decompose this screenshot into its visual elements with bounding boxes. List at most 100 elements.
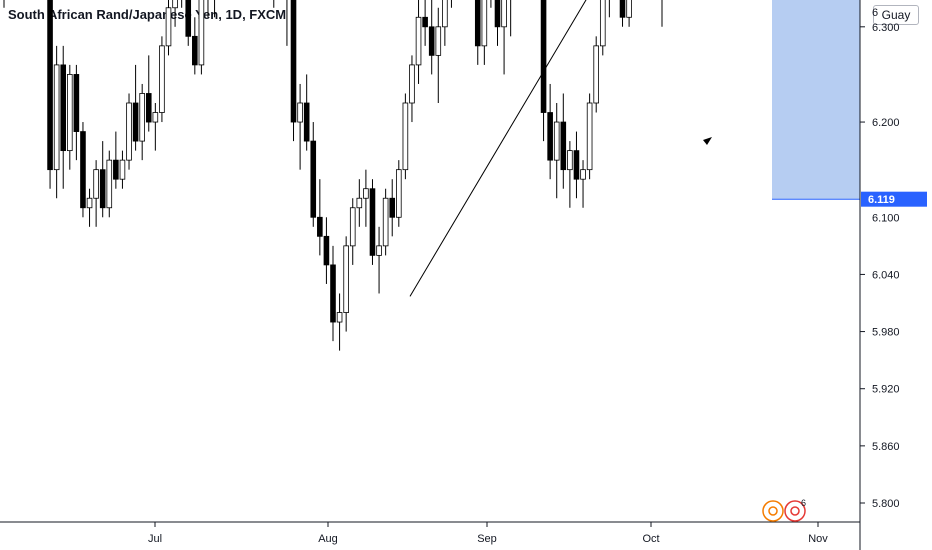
candle-body: [494, 0, 501, 28]
candle-body: [113, 159, 119, 180]
candle: [356, 179, 363, 227]
candle-body: [369, 188, 376, 256]
candle-body: [192, 35, 198, 66]
candle-body: [422, 16, 428, 28]
candle: [586, 93, 593, 180]
candle: [395, 160, 402, 227]
candle: [619, 0, 626, 27]
candle: [567, 141, 573, 208]
candle-body: [106, 159, 113, 209]
candle-body: [297, 102, 303, 123]
candle: [185, 0, 192, 46]
candle: [402, 93, 409, 180]
candle-body: [553, 121, 560, 161]
candle-body: [599, 0, 606, 47]
candle: [540, 0, 547, 142]
candle-body: [323, 235, 330, 266]
candle-body: [501, 0, 507, 28]
x-tick-label: Oct: [642, 533, 659, 545]
candle-body: [474, 0, 481, 47]
candle-body: [343, 245, 349, 313]
candle: [303, 74, 310, 151]
candle: [290, 0, 297, 142]
candle: [661, 0, 663, 27]
candle-body: [356, 197, 363, 209]
candle: [547, 83, 553, 180]
candle-body: [93, 169, 99, 199]
candle: [3, 0, 5, 8]
trend-line[interactable]: [409, 0, 712, 297]
candle: [126, 93, 132, 170]
candle: [181, 0, 183, 8]
candle: [382, 188, 389, 256]
candle: [99, 141, 106, 218]
candle-body: [99, 169, 106, 209]
candle-body: [310, 140, 317, 218]
candle: [442, 0, 448, 46]
candle: [273, 0, 275, 8]
candle: [501, 0, 507, 75]
trend-arrowhead-icon: [703, 137, 712, 145]
candle: [336, 293, 343, 351]
candle: [349, 198, 356, 265]
candle-body: [290, 0, 297, 123]
candle: [409, 55, 415, 123]
candle-body: [159, 45, 165, 113]
candle-body: [382, 197, 389, 247]
candle-body: [626, 0, 632, 18]
candle: [80, 122, 86, 218]
user-badge[interactable]: Guay: [873, 5, 919, 25]
target-zone-rect[interactable]: [772, 0, 860, 200]
chart-title: South African Rand/Japanese Yen, 1D, FXC…: [8, 7, 287, 22]
candle: [286, 0, 288, 46]
candle: [626, 0, 632, 27]
candle: [53, 45, 60, 199]
candle-body: [363, 188, 369, 199]
candle-body: [389, 197, 396, 218]
candle: [343, 236, 349, 332]
y-tick-label: 6.040: [872, 269, 900, 281]
candle: [490, 0, 492, 8]
candle: [450, 0, 452, 8]
candle-body: [330, 264, 336, 323]
candle: [145, 55, 152, 132]
candle: [317, 179, 323, 256]
candle: [152, 103, 159, 151]
candle-body: [67, 74, 73, 152]
candle-body: [336, 312, 343, 323]
candle: [192, 17, 198, 75]
y-tick-label: 5.980: [872, 327, 900, 339]
x-tick-label: Sep: [477, 533, 497, 545]
candle-body: [80, 131, 86, 209]
candle: [608, 0, 610, 18]
candle-body: [198, 0, 205, 66]
candle: [481, 0, 488, 65]
candle-body: [53, 64, 60, 171]
candle-body: [172, 0, 178, 9]
candle: [376, 226, 382, 294]
candle-body: [376, 245, 382, 256]
candle: [73, 64, 80, 161]
candle-body: [481, 0, 488, 47]
y-tick-label-partial: 6: [872, 7, 878, 19]
candle: [510, 0, 512, 37]
candle-body: [139, 93, 145, 142]
candle: [573, 131, 580, 199]
x-tick-label: Aug: [318, 533, 338, 545]
candle-body: [303, 102, 310, 142]
candle: [435, 7, 442, 103]
x-tick-label: Nov: [808, 533, 828, 545]
candle-body: [586, 102, 593, 171]
candle-body: [349, 207, 356, 247]
candle: [159, 36, 165, 123]
candle-body: [317, 216, 323, 237]
candle: [422, 0, 428, 46]
candle: [474, 0, 481, 65]
candle: [106, 150, 113, 218]
candle: [139, 83, 145, 161]
candle: [165, 0, 172, 56]
candle: [593, 36, 599, 113]
svg-text:6: 6: [801, 498, 806, 508]
candle-body: [132, 102, 139, 142]
